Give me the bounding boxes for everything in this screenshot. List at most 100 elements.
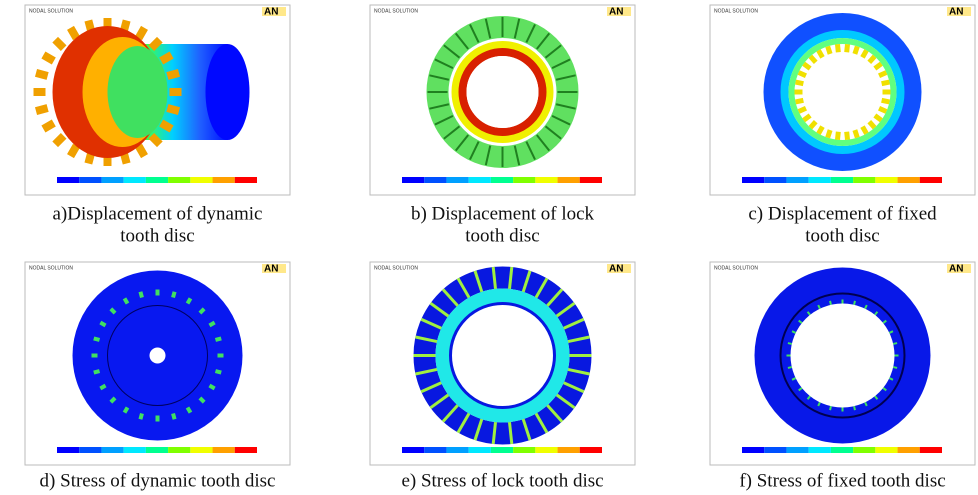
tooth — [802, 61, 812, 71]
tooth — [808, 120, 818, 130]
tooth — [208, 383, 216, 391]
tooth — [787, 342, 793, 345]
tooth — [508, 266, 514, 290]
tooth — [546, 288, 564, 307]
panel-header: NODAL SOLUTION — [714, 265, 758, 271]
tooth — [93, 336, 101, 342]
tooth — [888, 377, 894, 381]
tooth — [864, 401, 868, 407]
colorbar-cell — [875, 177, 898, 183]
colorbar-cell — [919, 447, 942, 453]
tooth — [429, 393, 450, 410]
tooth — [473, 418, 484, 441]
colorbar-cell — [579, 177, 602, 183]
logo: AN — [949, 7, 963, 18]
panel-header: NODAL SOLUTION — [374, 265, 418, 271]
ring — [435, 288, 570, 423]
tooth — [791, 377, 797, 381]
tooth — [513, 145, 521, 166]
tooth — [429, 74, 450, 81]
tooth — [185, 406, 193, 414]
ring — [458, 48, 547, 136]
tooth — [860, 49, 869, 59]
colorbar-cell — [468, 447, 491, 453]
panel: NODAL SOLUTION AN — [24, 261, 291, 466]
panel: NODAL SOLUTION AN — [24, 4, 291, 196]
logo: AN — [609, 7, 623, 18]
caption: tooth disc — [805, 225, 879, 246]
tooth — [148, 133, 163, 148]
tooth — [534, 412, 549, 434]
tooth — [441, 288, 459, 307]
tooth — [567, 335, 590, 344]
ring — [451, 41, 554, 143]
colorbar-cell — [830, 177, 854, 183]
tooth — [456, 277, 471, 299]
tooth — [881, 97, 890, 105]
tooth — [484, 145, 492, 166]
tooth — [563, 317, 585, 330]
tooth — [806, 395, 811, 400]
tooth — [852, 129, 860, 139]
tooth — [825, 129, 833, 139]
tooth — [555, 103, 576, 110]
tooth — [122, 297, 130, 305]
tooth — [829, 300, 832, 306]
panel-header: NODAL SOLUTION — [29, 8, 73, 14]
caption: b) Displacement of lock — [411, 203, 595, 224]
hole — [149, 347, 166, 364]
tooth — [546, 404, 564, 423]
colorbar-cell — [424, 177, 447, 183]
colorbar-cell — [490, 447, 514, 453]
logo: AN — [264, 264, 278, 275]
tooth — [415, 335, 438, 344]
ring — [780, 30, 905, 154]
panel-header: NODAL SOLUTION — [374, 8, 418, 14]
tooth — [109, 396, 117, 404]
tooth — [214, 369, 222, 375]
tooth — [469, 141, 480, 161]
tooth — [415, 367, 438, 376]
hub — [107, 46, 168, 138]
tooth — [185, 297, 193, 305]
hole — [466, 56, 539, 128]
tooth — [41, 51, 56, 65]
tooth — [99, 320, 107, 328]
logo: AN — [264, 7, 278, 18]
tooth — [443, 44, 461, 59]
tooth — [555, 74, 576, 81]
colorbar-cell — [579, 447, 602, 453]
tooth — [166, 104, 181, 116]
tooth — [808, 54, 818, 64]
tooth — [795, 79, 804, 87]
ring — [449, 302, 556, 409]
colorbar-cell — [919, 177, 942, 183]
colorbar-cell — [557, 447, 580, 453]
colorbar-cell — [168, 447, 191, 453]
tooth — [555, 301, 576, 318]
colorbar-cell — [764, 447, 787, 453]
tooth — [555, 393, 576, 410]
colorbar-cell — [402, 177, 425, 183]
logo-box — [262, 264, 286, 273]
tooth — [52, 133, 67, 148]
caption: tooth disc — [120, 225, 194, 246]
colorbar-cell — [123, 447, 146, 453]
colorbar-cell — [101, 177, 124, 183]
tooth — [491, 266, 497, 290]
tooth — [874, 395, 879, 400]
tooth — [563, 381, 585, 394]
caption: e) Stress of lock tooth disc — [401, 470, 603, 491]
cylinder-end — [205, 44, 250, 140]
tooth — [892, 342, 898, 345]
tooth — [441, 404, 459, 423]
logo-box — [607, 264, 631, 273]
panel: NODAL SOLUTION AN — [369, 261, 636, 466]
colorbar-cell — [145, 447, 169, 453]
tooth — [429, 301, 450, 318]
tooth — [881, 79, 890, 87]
caption: f) Stress of fixed tooth disc — [739, 470, 945, 491]
colorbar-cell — [897, 447, 920, 453]
tooth — [882, 319, 887, 324]
tooth — [420, 317, 442, 330]
